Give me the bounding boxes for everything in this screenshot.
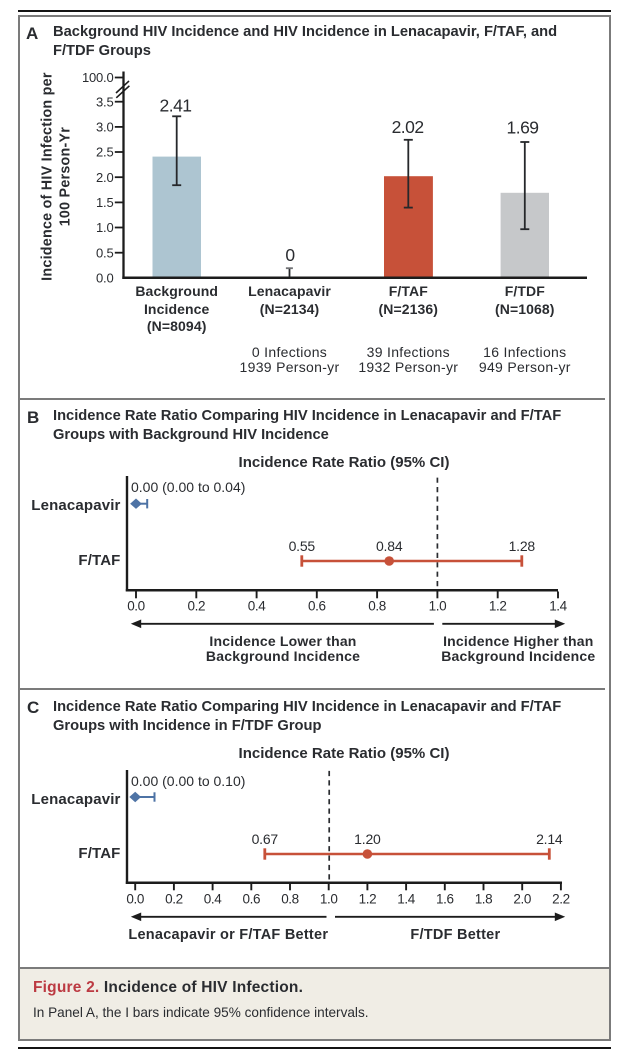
svg-text:2.2: 2.2 [552,892,570,907]
svg-text:0.4: 0.4 [204,892,222,907]
svg-text:0.55: 0.55 [289,538,316,554]
svg-text:2.0: 2.0 [513,892,531,907]
svg-text:1.8: 1.8 [475,892,493,907]
svg-text:1.69: 1.69 [506,118,538,138]
svg-text:0.2: 0.2 [165,892,183,907]
svg-text:3.0: 3.0 [96,120,113,135]
svg-text:0.4: 0.4 [248,599,266,614]
svg-text:1.2: 1.2 [489,599,507,614]
svg-text:0.84: 0.84 [376,538,403,554]
svg-text:2.02: 2.02 [392,117,424,137]
svg-text:0.0: 0.0 [126,892,144,907]
svg-text:1.4: 1.4 [549,599,567,614]
svg-text:0.67: 0.67 [252,831,279,847]
svg-text:3.5: 3.5 [96,94,113,109]
svg-text:1.0: 1.0 [96,220,113,235]
svg-text:1.0: 1.0 [320,892,338,907]
svg-text:0.5: 0.5 [96,245,113,260]
svg-text:0.2: 0.2 [188,599,206,614]
svg-text:0.0: 0.0 [96,271,113,286]
svg-text:0.8: 0.8 [281,892,299,907]
svg-text:1.28: 1.28 [509,538,536,554]
svg-text:0: 0 [285,245,295,265]
svg-text:2.5: 2.5 [96,145,113,160]
svg-text:1.2: 1.2 [359,892,377,907]
svg-text:0.8: 0.8 [368,599,386,614]
svg-text:0.6: 0.6 [243,892,261,907]
svg-text:1.4: 1.4 [397,892,415,907]
svg-text:2.41: 2.41 [159,96,191,116]
svg-text:100.0: 100.0 [82,70,114,85]
svg-text:1.6: 1.6 [436,892,454,907]
svg-text:1.20: 1.20 [354,831,381,847]
svg-text:0.6: 0.6 [308,599,326,614]
svg-text:0.0: 0.0 [127,599,145,614]
svg-text:1.5: 1.5 [96,195,113,210]
svg-text:1.0: 1.0 [429,599,447,614]
svg-text:2.0: 2.0 [96,170,113,185]
svg-text:2.14: 2.14 [536,831,563,847]
